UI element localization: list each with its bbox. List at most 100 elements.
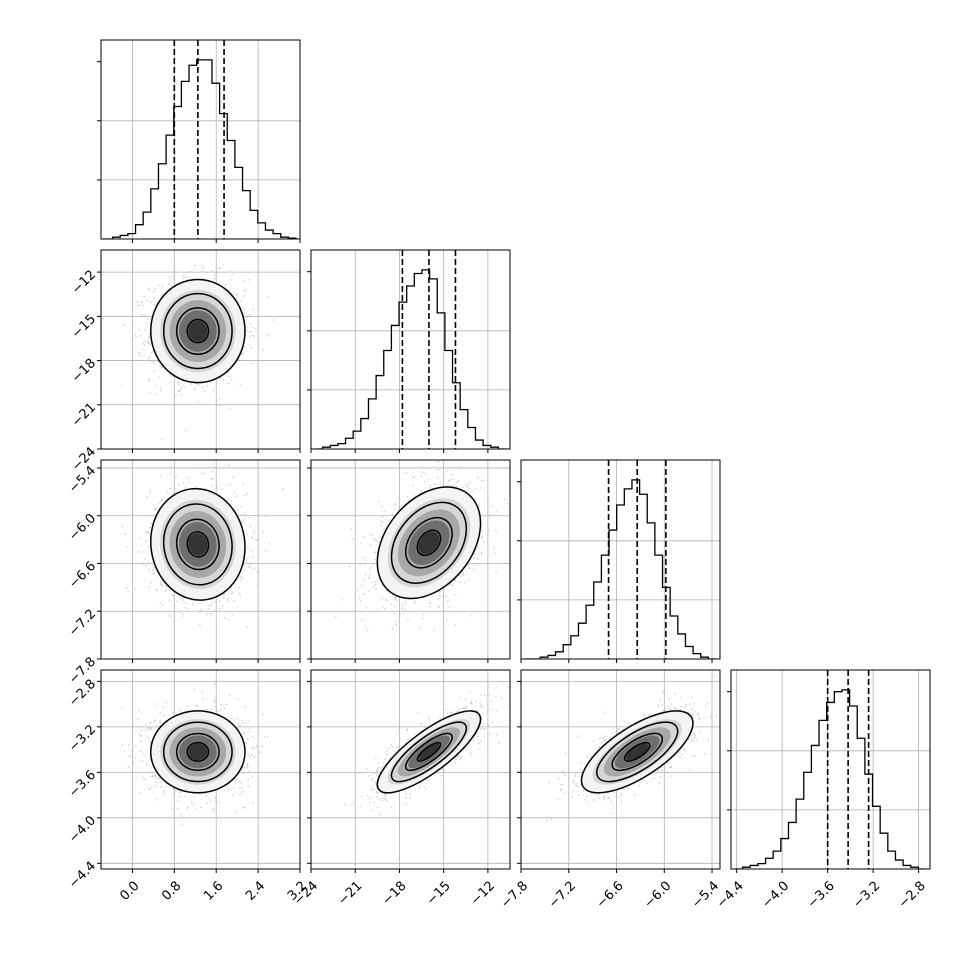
scatter-point [394,503,397,506]
scatter-point [200,472,203,475]
scatter-point [223,707,226,710]
scatter-point [376,608,379,611]
scatter-point [170,488,172,490]
scatter-point [153,297,156,300]
scatter-point [161,285,164,288]
scatter-point [248,517,251,519]
scatter-point [214,701,217,704]
scatter-point [385,590,388,592]
scatter-point [455,485,458,488]
scatter-point [257,547,260,550]
scatter-point [180,387,182,390]
histogram-steps [524,479,717,659]
scatter-point [167,283,170,285]
scatter-point [478,553,480,556]
scatter-point [237,723,240,726]
scatter-point [199,624,201,627]
scatter-point [363,562,366,565]
scatter-point [203,472,206,475]
scatter-point [374,538,376,541]
scatter-point [152,776,155,778]
scatter-point [243,517,246,519]
scatter-point [386,599,389,602]
scatter-point [169,614,171,617]
scatter-point [135,335,137,338]
scatter-point [267,333,270,336]
scatter-point [253,335,256,337]
scatter-point [163,792,166,795]
scatter-point [429,486,432,489]
scatter-point [376,579,378,582]
scatter-point [237,509,240,511]
scatter-point [153,721,156,723]
scatter-point [142,551,144,553]
scatter-point [359,563,362,566]
scatter-point [143,296,145,298]
scatter-point [246,329,249,332]
scatter-point [197,401,199,403]
scatter-point [230,592,233,595]
scatter-point [223,593,226,595]
scatter-point [245,626,248,629]
scatter-point [381,530,384,533]
scatter-point [127,765,130,768]
contour-line [150,487,246,601]
scatter-point [168,588,171,591]
scatter-point [202,268,205,270]
scatter-point [234,778,237,781]
scatter-point [439,594,441,597]
scatter-point [436,597,439,600]
scatter-point [134,757,137,759]
scatter-point [150,360,153,363]
scatter-point [164,590,167,593]
scatter-point [234,811,237,814]
scatter-point [191,603,194,606]
scatter-point [253,532,256,535]
scatter-point [144,558,147,560]
scatter-point [495,530,497,532]
scatter-point [464,483,467,486]
scatter-point [121,744,124,747]
histogram-panel-1 [101,40,300,239]
scatter-point [454,623,457,626]
scatter-point [231,591,234,594]
scatter-point [487,497,489,499]
scatter-point [351,538,354,541]
scatter-point [226,599,229,602]
scatter-point [178,483,180,486]
scatter-point [239,793,242,796]
scatter-point [146,341,149,344]
scatter-point [380,505,383,508]
scatter-point [451,484,454,487]
scatter-point [137,304,139,307]
scatter-point [147,561,150,563]
scatter-point [227,618,230,621]
scatter-point [211,470,214,473]
scatter-point [245,289,247,292]
scatter-point [218,397,221,400]
scatter-point [251,326,254,328]
scatter-point [204,793,207,795]
histogram-steps [104,59,297,239]
density-fill [418,531,440,554]
scatter-point [152,360,155,363]
scatter-point [145,728,148,731]
scatter-point [190,383,193,386]
scatter-point [377,500,380,503]
scatter-point [222,596,225,599]
scatter-point [366,629,369,632]
scatter-point [264,515,267,517]
scatter-point [187,806,189,809]
scatter-point [183,274,186,276]
scatter-point [382,606,384,609]
scatter-point [229,407,231,410]
scatter-point [232,476,235,479]
scatter-point [149,514,152,517]
scatter-point [160,581,162,583]
scatter-point [148,288,151,291]
scatter-point [215,399,218,401]
scatter-point [161,603,164,606]
scatter-point [239,300,242,302]
scatter-point [404,601,406,604]
